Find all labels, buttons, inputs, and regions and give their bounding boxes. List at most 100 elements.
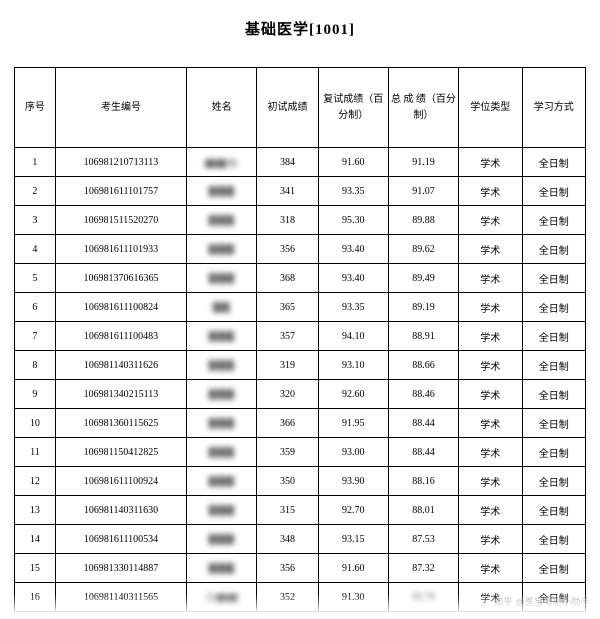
cell-s1: 356	[257, 554, 318, 583]
cell-s1: 319	[257, 351, 318, 380]
cell-s2: 91.30	[318, 583, 388, 612]
cell-idx: 1	[15, 148, 56, 177]
cell-s1: 356	[257, 235, 318, 264]
cell-s1: 320	[257, 380, 318, 409]
cell-idx: 16	[15, 583, 56, 612]
cell-idx: 14	[15, 525, 56, 554]
table-row: 12106981611100924▇▇▇35093.9088.16学术全日制	[15, 467, 586, 496]
cell-mode: 全日制	[522, 264, 586, 293]
cell-s2: 93.35	[318, 293, 388, 322]
cell-s3: 87.53	[388, 525, 458, 554]
cell-type: 学术	[459, 148, 522, 177]
cell-s3: 88.91	[388, 322, 458, 351]
cell-s2: 94.10	[318, 322, 388, 351]
cell-idx: 11	[15, 438, 56, 467]
cell-s1: 348	[257, 525, 318, 554]
cell-idx: 8	[15, 351, 56, 380]
cell-type: 学术	[459, 322, 522, 351]
cell-mode: 全日制	[522, 177, 586, 206]
table-row: 5106981370616365▇▇▇36893.4089.49学术全日制	[15, 264, 586, 293]
cell-s1: 366	[257, 409, 318, 438]
cell-mode: 全日制	[522, 409, 586, 438]
cell-exam: 106981210713113	[55, 148, 186, 177]
cell-mode: 全日制	[522, 148, 586, 177]
table-row: 11106981150412825▇▇▇35993.0088.44学术全日制	[15, 438, 586, 467]
cell-s3: 88.01	[388, 496, 458, 525]
cell-exam: 106981330114887	[55, 554, 186, 583]
cell-exam: 106981611100924	[55, 467, 186, 496]
cell-mode: 全日制	[522, 496, 586, 525]
cell-s3: 89.88	[388, 206, 458, 235]
col-header-s3: 总 成 绩（百分制）	[388, 68, 458, 148]
cell-name: ▇▇▇	[187, 467, 257, 496]
cell-s3: 86.78	[388, 583, 458, 612]
cell-exam: 106981611100483	[55, 322, 186, 351]
cell-name: ▇▇林	[187, 148, 257, 177]
table-header: 序号 考生编号 姓名 初试成绩 复试成绩（百分制） 总 成 绩（百分制） 学位类…	[15, 68, 586, 148]
cell-mode: 全日制	[522, 351, 586, 380]
cell-idx: 2	[15, 177, 56, 206]
cell-s1: 357	[257, 322, 318, 351]
cell-exam: 106981150412825	[55, 438, 186, 467]
cell-mode: 全日制	[522, 467, 586, 496]
cell-s3: 89.62	[388, 235, 458, 264]
cell-type: 学术	[459, 235, 522, 264]
cell-type: 学术	[459, 496, 522, 525]
results-table: 序号 考生编号 姓名 初试成绩 复试成绩（百分制） 总 成 绩（百分制） 学位类…	[14, 67, 586, 612]
cell-mode: 全日制	[522, 554, 586, 583]
cell-name: ▇▇▇	[187, 438, 257, 467]
cell-exam: 106981611100824	[55, 293, 186, 322]
cell-idx: 13	[15, 496, 56, 525]
cell-name: ▇▇▇	[187, 177, 257, 206]
cell-type: 学术	[459, 177, 522, 206]
table-row: 13106981140311630▇▇▇31592.7088.01学术全日制	[15, 496, 586, 525]
cell-name: ▇▇▇	[187, 351, 257, 380]
table-row: 3106981511520270▇▇▇31895.3089.88学术全日制	[15, 206, 586, 235]
cell-mode: 全日制	[522, 380, 586, 409]
cell-exam: 106981611100534	[55, 525, 186, 554]
cell-mode: 全日制	[522, 293, 586, 322]
cell-idx: 6	[15, 293, 56, 322]
table-row: 15106981330114887▇▇▇35691.6087.32学术全日制	[15, 554, 586, 583]
cell-exam: 106981511520270	[55, 206, 186, 235]
cell-idx: 3	[15, 206, 56, 235]
table-row: 6106981611100824▇▇36593.3589.19学术全日制	[15, 293, 586, 322]
cell-name: ▇▇▇	[187, 380, 257, 409]
cell-name: ▇▇▇	[187, 496, 257, 525]
watermark-text: 知乎 @医宝考研小助手	[494, 595, 590, 608]
cell-s1: 341	[257, 177, 318, 206]
cell-exam: 106981370616365	[55, 264, 186, 293]
cell-mode: 全日制	[522, 438, 586, 467]
table-row: 9106981340215113▇▇▇32092.6088.46学术全日制	[15, 380, 586, 409]
cell-s3: 88.44	[388, 409, 458, 438]
cell-type: 学术	[459, 264, 522, 293]
table-row: 14106981611100534▇▇▇34893.1587.53学术全日制	[15, 525, 586, 554]
col-header-name: 姓名	[187, 68, 257, 148]
cell-s1: 350	[257, 467, 318, 496]
cell-s2: 92.60	[318, 380, 388, 409]
cell-mode: 全日制	[522, 525, 586, 554]
table-body: 1106981210713113▇▇林38491.6091.19学术全日制210…	[15, 148, 586, 612]
cell-s1: 318	[257, 206, 318, 235]
cell-type: 学术	[459, 293, 522, 322]
cell-s2: 93.10	[318, 351, 388, 380]
table-row: 4106981611101933▇▇▇35693.4089.62学术全日制	[15, 235, 586, 264]
cell-idx: 9	[15, 380, 56, 409]
cell-exam: 106981140311630	[55, 496, 186, 525]
cell-s2: 93.40	[318, 235, 388, 264]
table-row: 1106981210713113▇▇林38491.6091.19学术全日制	[15, 148, 586, 177]
cell-name: ▇▇▇	[187, 525, 257, 554]
col-header-s2: 复试成绩（百分制）	[318, 68, 388, 148]
cell-mode: 全日制	[522, 322, 586, 351]
cell-name: ▇▇▇	[187, 322, 257, 351]
cell-idx: 5	[15, 264, 56, 293]
cell-s2: 95.30	[318, 206, 388, 235]
cell-name: ▇▇▇	[187, 235, 257, 264]
cell-exam: 106981360115625	[55, 409, 186, 438]
page-root: 基础医学[1001] 序号 考生编号 姓名 初试成绩 复试成绩（百分制） 总 成…	[0, 0, 600, 612]
cell-s3: 88.46	[388, 380, 458, 409]
cell-s1: 315	[257, 496, 318, 525]
col-header-exam: 考生编号	[55, 68, 186, 148]
cell-idx: 10	[15, 409, 56, 438]
page-title: 基础医学[1001]	[14, 18, 586, 39]
